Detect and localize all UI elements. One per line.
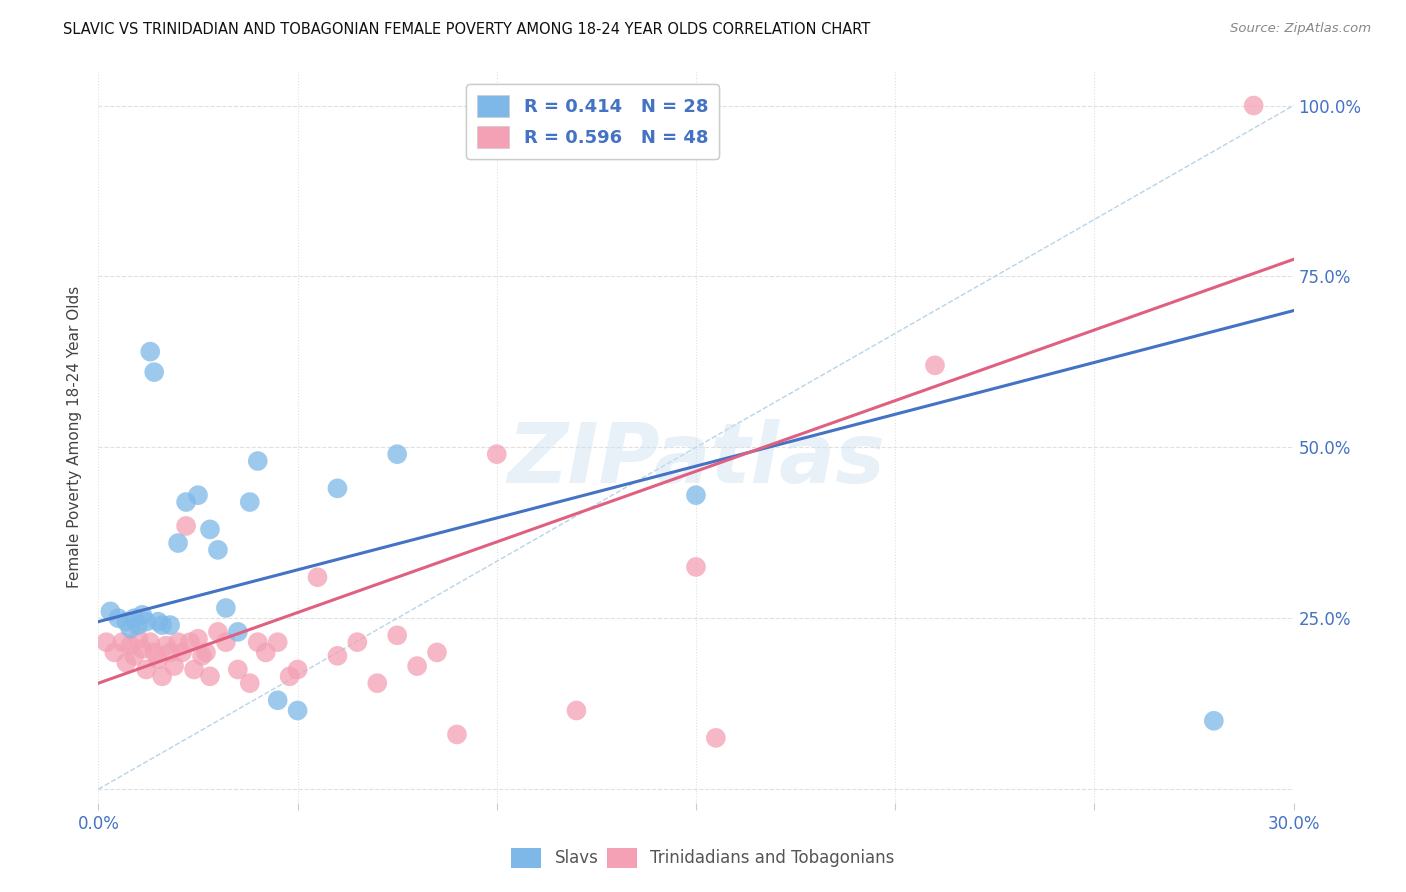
Point: [131, 642, 153, 657]
Point: [267, 635, 290, 649]
Point: [150, 618, 173, 632]
Point: [485, 447, 508, 461]
Point: [198, 669, 221, 683]
Point: [148, 615, 170, 629]
Point: [385, 447, 409, 461]
Point: [103, 645, 125, 659]
Y-axis label: Female Poverty Among 18-24 Year Olds: Female Poverty Among 18-24 Year Olds: [67, 286, 83, 588]
Point: [278, 669, 301, 683]
Point: [115, 656, 138, 670]
Point: [198, 522, 221, 536]
Point: [685, 488, 707, 502]
Point: [246, 454, 269, 468]
Point: [385, 628, 409, 642]
Point: [96, 635, 118, 649]
Point: [167, 536, 190, 550]
Point: [215, 635, 238, 649]
Point: [159, 645, 181, 659]
Point: [131, 607, 153, 622]
Point: [239, 676, 262, 690]
Point: [446, 727, 468, 741]
Point: [1243, 98, 1265, 112]
Point: [139, 344, 162, 359]
Point: [215, 601, 238, 615]
Point: [107, 611, 129, 625]
Point: [366, 676, 388, 690]
Point: [326, 648, 349, 663]
Point: [148, 652, 170, 666]
Point: [287, 704, 309, 718]
Point: [226, 663, 249, 677]
Point: [239, 495, 262, 509]
Point: [326, 481, 349, 495]
Point: [426, 645, 449, 659]
Point: [207, 542, 229, 557]
Point: [191, 648, 214, 663]
Point: [183, 663, 205, 677]
Point: [111, 635, 134, 649]
Point: [406, 659, 429, 673]
Point: [143, 645, 166, 659]
Point: [150, 669, 173, 683]
Point: [174, 519, 197, 533]
Point: [135, 663, 157, 677]
Point: [307, 570, 329, 584]
Point: [143, 365, 166, 379]
Text: ZIPatlas: ZIPatlas: [508, 418, 884, 500]
Legend: R = 0.414   N = 28, R = 0.596   N = 48: R = 0.414 N = 28, R = 0.596 N = 48: [465, 84, 718, 159]
Point: [163, 659, 186, 673]
Point: [98, 604, 122, 618]
Text: Source: ZipAtlas.com: Source: ZipAtlas.com: [1230, 22, 1371, 36]
Point: [115, 615, 138, 629]
Point: [207, 624, 229, 639]
Point: [159, 618, 181, 632]
Point: [167, 635, 190, 649]
Point: [246, 635, 269, 649]
Point: [124, 648, 146, 663]
Point: [179, 635, 201, 649]
Point: [174, 495, 197, 509]
Point: [1202, 714, 1225, 728]
Point: [346, 635, 368, 649]
Text: SLAVIC VS TRINIDADIAN AND TOBAGONIAN FEMALE POVERTY AMONG 18-24 YEAR OLDS CORREL: SLAVIC VS TRINIDADIAN AND TOBAGONIAN FEM…: [63, 22, 870, 37]
Legend: Slavs, Trinidadians and Tobagonians: Slavs, Trinidadians and Tobagonians: [505, 841, 901, 875]
Point: [155, 639, 177, 653]
Point: [254, 645, 277, 659]
Point: [187, 488, 209, 502]
Point: [120, 639, 142, 653]
Point: [127, 618, 149, 632]
Point: [135, 615, 157, 629]
Point: [924, 359, 946, 373]
Point: [565, 704, 588, 718]
Point: [172, 645, 194, 659]
Point: [127, 632, 149, 646]
Point: [120, 622, 142, 636]
Point: [195, 645, 218, 659]
Point: [267, 693, 290, 707]
Point: [287, 663, 309, 677]
Point: [685, 560, 707, 574]
Point: [124, 611, 146, 625]
Point: [187, 632, 209, 646]
Point: [139, 635, 162, 649]
Point: [226, 624, 249, 639]
Point: [704, 731, 727, 745]
